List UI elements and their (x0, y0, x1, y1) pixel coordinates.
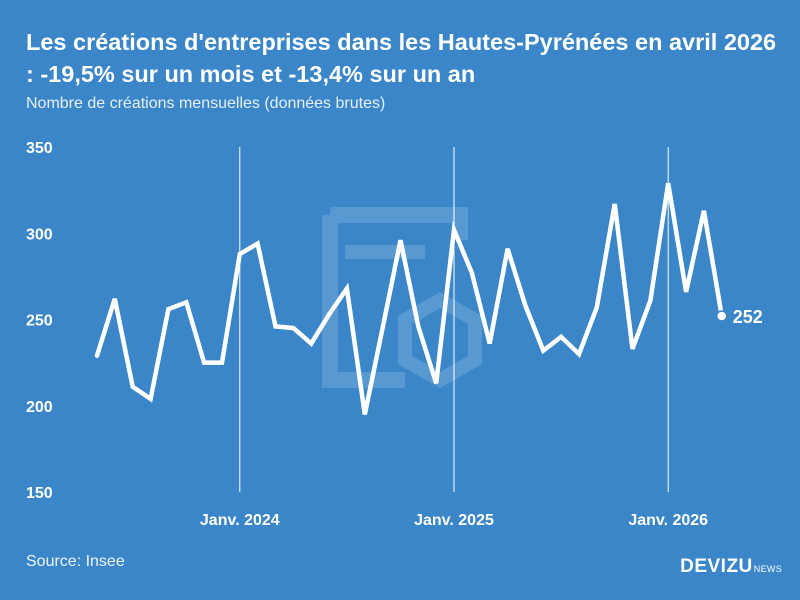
series-line (94, 182, 725, 415)
x-tick-label: Janv. 2024 (200, 512, 280, 529)
x-tick-label: Janv. 2025 (414, 512, 494, 529)
y-tick-label: 300 (26, 226, 53, 243)
y-tick-label: 150 (26, 485, 53, 502)
devizu-logo-watermark-icon (322, 207, 482, 389)
source-note: Source: Insee (26, 553, 125, 570)
y-tick-label: 200 (26, 399, 53, 416)
chart-title: Les créations d'entreprises dans les Hau… (26, 29, 777, 87)
last-point-marker (716, 310, 728, 322)
brand-logo: DEVIZU NEWS (680, 556, 782, 578)
brand-name: DEVIZU (680, 556, 753, 577)
brand-subname: NEWS (753, 564, 782, 574)
last-value-label: 252 (733, 307, 763, 327)
chart-subtitle: Nombre de créations mensuelles (données … (26, 95, 386, 112)
x-tick-label: Janv. 2026 (628, 512, 708, 529)
y-tick-label: 250 (26, 313, 53, 330)
y-tick-label: 350 (26, 140, 53, 157)
